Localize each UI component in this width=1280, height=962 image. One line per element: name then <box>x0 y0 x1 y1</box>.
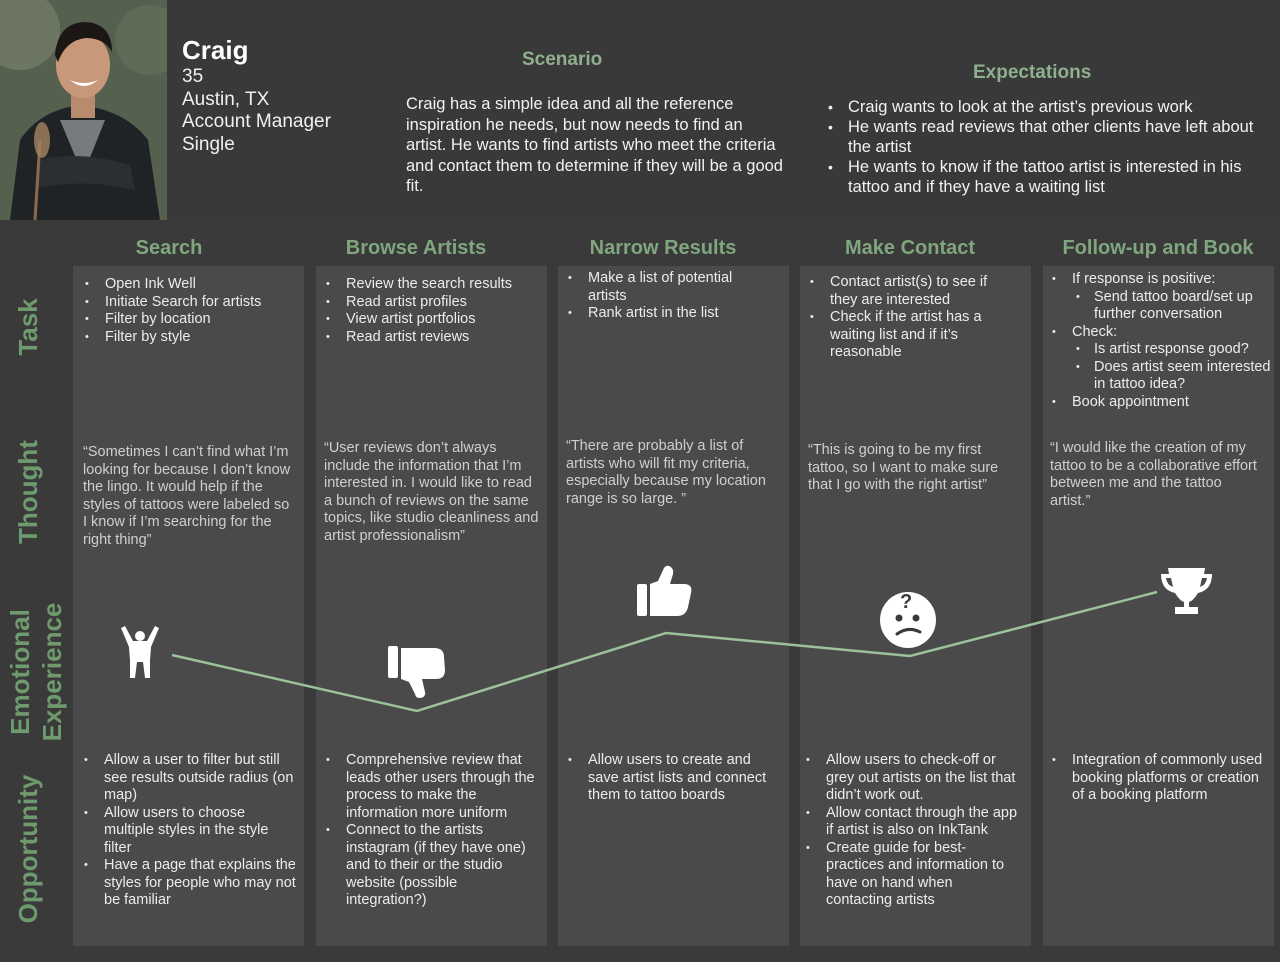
persona-job: Account Manager <box>182 111 331 132</box>
task-subitem: Does artist seem interested in tattoo id… <box>1050 359 1272 394</box>
persona-status: Single <box>182 133 235 155</box>
scenario-title: Scenario <box>522 49 603 70</box>
opportunity-item: Allow users to create and save artist li… <box>566 752 781 805</box>
opportunity-item: Allow a user to filter but still see res… <box>82 752 297 805</box>
opportunity-item: Allow users to check-off or grey out art… <box>804 752 1019 805</box>
task-list-browse: Review the search results Read artist pr… <box>324 276 539 346</box>
task-item: Read artist reviews <box>324 329 539 347</box>
stage-title-browse: Browse Artists <box>345 237 487 259</box>
scenario-text: Craig has a simple idea and all the refe… <box>406 95 783 195</box>
stage-title-contact: Make Contact <box>844 237 976 259</box>
opportunity-list-followup: Integration of commonly used booking pla… <box>1050 752 1265 805</box>
stage-column-narrow <box>558 266 789 946</box>
task-item: Contact artist(s) to see if they are int… <box>808 274 1018 309</box>
thought-followup: “I would like the creation of my tattoo … <box>1050 440 1257 509</box>
task-list-followup: If response is positive: Send tattoo boa… <box>1050 271 1272 411</box>
row-label-emotional: Emotional <box>5 609 35 735</box>
persona-details: Craig 35 Austin, TX Account Manager Sing… <box>182 34 331 156</box>
stage-title-search: Search <box>135 237 203 259</box>
persona-portrait-image <box>0 0 167 220</box>
stage-title-narrow: Narrow Results <box>589 237 737 259</box>
task-subitem: Send tattoo board/set up further convers… <box>1050 289 1272 324</box>
task-item: Make a list of potential artists <box>566 270 766 305</box>
thought-narrow: “There are probably a list of artists wh… <box>566 438 766 507</box>
thought-contact: “This is going to be my first tattoo, so… <box>808 442 999 494</box>
persona-name: Craig <box>182 35 249 65</box>
task-item: If response is positive: <box>1050 271 1272 289</box>
row-label-thought: Thought <box>13 440 43 544</box>
task-list-narrow: Make a list of potential artists Rank ar… <box>566 270 766 323</box>
expectation-item: He wants read reviews that other clients… <box>828 117 1278 157</box>
opportunity-item: Allow users to choose multiple styles in… <box>82 805 297 858</box>
opportunity-item: Allow contact through the app if artist … <box>804 805 1019 840</box>
thought-browse: “User reviews don’t always include the i… <box>324 440 539 544</box>
expectation-item: Craig wants to look at the artist’s prev… <box>828 97 1278 117</box>
opportunity-item: Integration of commonly used booking pla… <box>1050 752 1265 805</box>
task-item: Book appointment <box>1050 394 1272 412</box>
task-list-contact: Contact artist(s) to see if they are int… <box>808 274 1018 362</box>
task-item: Read artist profiles <box>324 294 539 312</box>
persona-age: 35 <box>182 66 204 87</box>
opportunity-item: Comprehensive review that leads other us… <box>324 752 539 822</box>
task-item: Review the search results <box>324 276 539 294</box>
task-item: Initiate Search for artists <box>83 294 298 312</box>
persona-location: Austin, TX <box>182 88 270 110</box>
opportunity-list-browse: Comprehensive review that leads other us… <box>324 752 539 910</box>
task-list-search: Open Ink Well Initiate Search for artist… <box>83 276 298 346</box>
task-item: Rank artist in the list <box>566 305 766 323</box>
thought-search: “Sometimes I can’t find what I’m looking… <box>83 444 291 548</box>
task-item: Check: <box>1050 324 1272 342</box>
expectation-item: He wants to know if the tattoo artist is… <box>828 157 1278 197</box>
task-item: Open Ink Well <box>83 276 298 294</box>
opportunity-item: Have a page that explains the styles for… <box>82 857 297 910</box>
task-subitem: Is artist response good? <box>1050 341 1272 359</box>
row-label-opportunity: Opportunity <box>13 774 43 924</box>
stage-title-followup: Follow-up and Book <box>1062 237 1254 259</box>
opportunity-list-contact: Allow users to check-off or grey out art… <box>804 752 1019 910</box>
expectations-title: Expectations <box>973 62 1092 83</box>
opportunity-list-narrow: Allow users to create and save artist li… <box>566 752 781 805</box>
task-item: Filter by style <box>83 329 298 347</box>
opportunity-item: Create guide for best-practices and info… <box>804 840 1019 910</box>
task-item: View artist portfolios <box>324 311 539 329</box>
opportunity-list-search: Allow a user to filter but still see res… <box>82 752 297 910</box>
task-item: Check if the artist has a waiting list a… <box>808 309 1018 362</box>
row-label-experience: Experience <box>37 602 67 742</box>
row-label-task: Task <box>13 298 43 356</box>
task-item: Filter by location <box>83 311 298 329</box>
persona-photo <box>0 0 167 220</box>
opportunity-item: Connect to the artists instagram (if the… <box>324 822 539 910</box>
expectations-list: Craig wants to look at the artist’s prev… <box>828 97 1278 197</box>
